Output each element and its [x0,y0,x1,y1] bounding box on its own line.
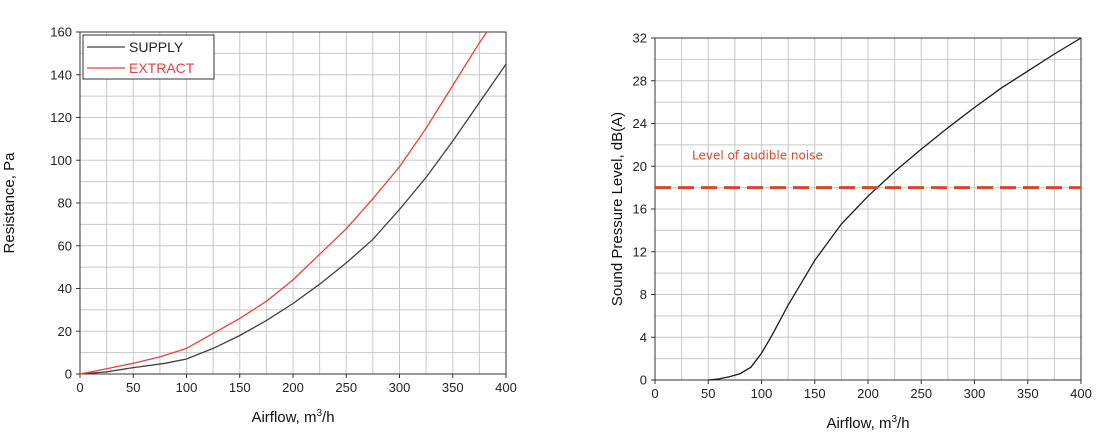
y-tick-label: 60 [58,238,72,253]
series-line-extract [79,31,488,375]
x-tick-label: 50 [701,386,715,401]
series-lines [708,37,1082,381]
x-tick-labels: 0 50 100 150 200 250 300 350 400 [651,380,1092,401]
legend-box [82,34,215,80]
x-tick-label: 200 [282,380,304,395]
y-tick-label: 100 [50,153,72,168]
x-tick-label: 400 [1070,386,1092,401]
grid-lines [79,31,507,375]
x-tick-label: 300 [389,380,411,395]
y-tick-label: 40 [58,281,72,296]
y-tick-label: 120 [50,110,72,125]
y-tick-label: 28 [633,73,647,88]
y-tick-labels: 0 4 8 12 16 20 24 28 32 [633,31,655,388]
y-axis-title: Sound Pressure Level, dB(A) [609,112,626,306]
legend-label-supply: SUPPLY [129,39,184,55]
y-tick-label: 0 [65,367,72,382]
x-tick-label: 300 [964,386,986,401]
x-tick-label: 50 [126,380,140,395]
x-tick-label: 150 [804,386,826,401]
grid-lines [654,37,1082,381]
x-tick-label: 400 [495,380,517,395]
x-tick-label: 250 [910,386,932,401]
resistance-chart: 0 50 100 150 200 250 300 350 400 0 20 40 60 80 100 120… [1,25,517,427]
y-tick-label: 20 [58,324,72,339]
y-tick-label: 0 [640,373,647,388]
y-tick-label: 80 [58,196,72,211]
x-tick-label: 350 [442,380,464,395]
y-tick-label: 160 [50,25,72,40]
x-tick-label: 250 [335,380,357,395]
legend: SUPPLY EXTRACT [82,34,215,80]
legend-label-extract: EXTRACT [129,60,195,76]
y-tick-label: 12 [633,244,647,259]
x-tick-label: 150 [229,380,251,395]
x-tick-label: 100 [751,386,773,401]
x-tick-label: 0 [76,380,83,395]
y-tick-label: 4 [640,330,647,345]
x-tick-label: 200 [857,386,879,401]
series-lines [79,31,507,375]
y-tick-label: 16 [633,202,647,217]
x-axis-title: Airflow, m3/h [251,408,334,426]
x-tick-label: 0 [651,386,658,401]
y-tick-label: 32 [633,31,647,46]
sound-level-chart: 0 50 100 150 200 250 300 350 400 0 4 8 12 16 20 24 28 32… [609,31,1092,433]
y-tick-label: 24 [633,116,647,131]
x-tick-label: 100 [176,380,198,395]
x-axis-title: Airflow, m3/h [826,414,909,432]
y-tick-label: 8 [640,287,647,302]
y-tick-labels: 0 20 40 60 80 100 120 140 160 [50,25,80,382]
x-tick-label: 350 [1017,386,1039,401]
x-tick-labels: 0 50 100 150 200 250 300 350 400 [76,374,517,395]
audible-noise-label: Level of audible noise [692,149,823,163]
y-axis-title: Resistance, Pa [1,152,18,254]
series-line-0 [708,37,1082,381]
y-tick-label: 140 [50,67,72,82]
series-line-supply [79,63,507,375]
y-tick-label: 20 [633,159,647,174]
